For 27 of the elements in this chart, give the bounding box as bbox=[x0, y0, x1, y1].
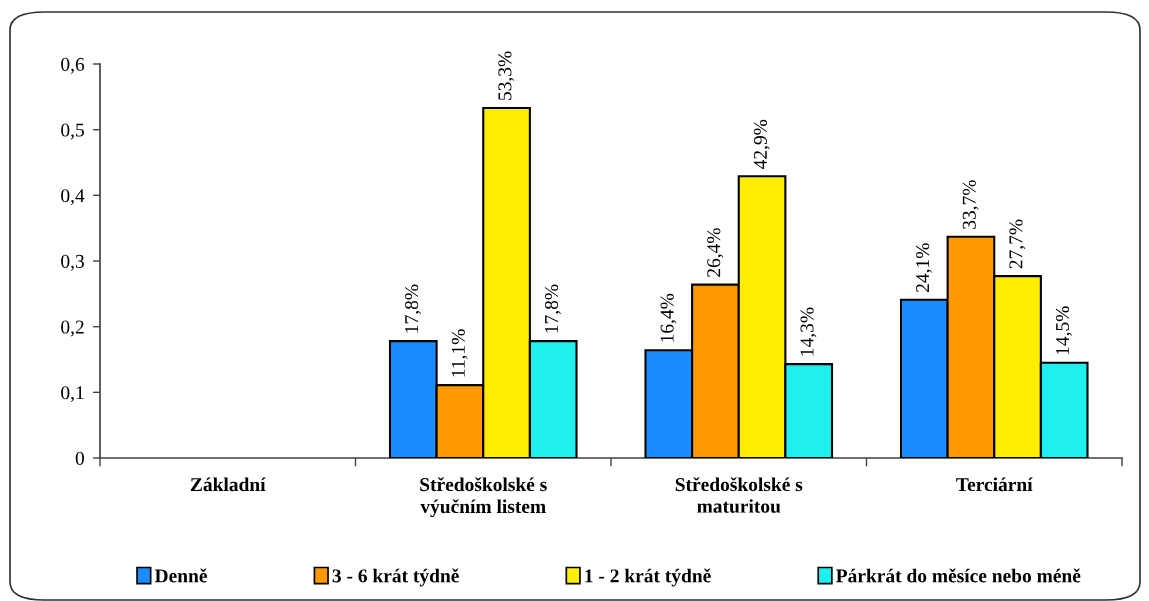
data-label: 17,8% bbox=[405, 284, 421, 333]
x-tick-label: Terciární bbox=[956, 477, 1033, 492]
data-label: 11,1% bbox=[451, 329, 468, 377]
y-tick-label: 0,2 bbox=[61, 320, 84, 337]
x-tick-label: Středoškolské s maturitou bbox=[675, 477, 803, 513]
data-label: 26,4% bbox=[707, 228, 724, 277]
data-label: 24,1% bbox=[916, 243, 932, 292]
legend-label: 1 - 2 krát týdně bbox=[585, 568, 711, 587]
data-label: 33,7% bbox=[962, 180, 979, 229]
data-label: 16,4% bbox=[660, 293, 677, 342]
y-tick-label: 0 bbox=[75, 451, 84, 465]
data-label: 27,7% bbox=[1009, 219, 1026, 269]
data-label: 53,3% bbox=[498, 51, 515, 100]
y-tick-label: 0,1 bbox=[61, 386, 84, 403]
data-label: 17,8% bbox=[544, 284, 561, 333]
legend-label: Párkrát do měsíce nebo méně bbox=[836, 568, 1081, 583]
data-label: 42,9% bbox=[753, 119, 770, 169]
x-tick-label: Středoškolské s výučním listem bbox=[420, 477, 547, 518]
y-tick-label: 0,4 bbox=[61, 189, 85, 206]
legend-label: Denně bbox=[154, 568, 207, 583]
y-tick-label: 0,3 bbox=[61, 254, 84, 271]
data-label: 14,3% bbox=[800, 307, 817, 356]
y-tick-label: 0,6 bbox=[61, 57, 85, 74]
y-tick-label: 0,5 bbox=[61, 123, 84, 140]
x-tick-label: Základní bbox=[190, 477, 266, 492]
data-label: 14,5% bbox=[1055, 306, 1072, 355]
legend-label: 3 - 6 krát týdně bbox=[332, 568, 459, 587]
